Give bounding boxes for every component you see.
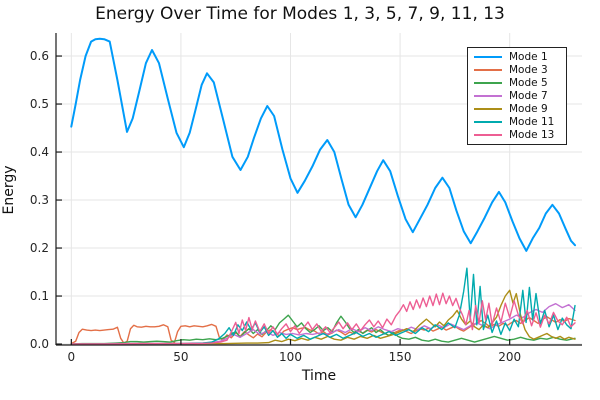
x-tick-label: 150 [389, 350, 412, 364]
x-tick-label: 0 [68, 350, 76, 364]
legend-label: Mode 3 [509, 64, 548, 77]
legend-entry-mode-1: Mode 1 [474, 51, 561, 64]
y-tick-label: 0.1 [30, 289, 49, 303]
legend-label: Mode 13 [509, 128, 555, 141]
x-tick-label: 100 [279, 350, 302, 364]
legend-entry-mode-11: Mode 11 [474, 115, 561, 128]
x-tick-label: 50 [173, 350, 188, 364]
series-line-mode-7 [70, 303, 576, 345]
legend-line-sample [474, 95, 502, 97]
y-tick-label: 0.3 [30, 193, 49, 207]
legend-entry-mode-5: Mode 5 [474, 77, 561, 90]
legend-line-sample [474, 82, 502, 85]
y-axis-label: Energy [1, 165, 17, 215]
y-tick-label: 0.4 [30, 145, 49, 159]
y-tick-label: 0.5 [30, 97, 49, 111]
legend: Mode 1 Mode 3 Mode 5 Mode 7 Mode 9 Mode 11 Mod… [467, 47, 567, 145]
series-line-mode-9 [70, 289, 576, 345]
legend-line-sample [474, 69, 502, 72]
series-line-mode-1 [70, 37, 576, 252]
series-line-mode-3 [70, 316, 576, 345]
legend-line-sample [474, 133, 502, 136]
series-line-mode-5 [70, 314, 576, 345]
chart-title: Energy Over Time for Modes 1, 3, 5, 7, 9… [95, 4, 505, 24]
legend-entry-mode-7: Mode 7 [474, 90, 561, 103]
legend-entry-mode-13: Mode 13 [474, 128, 561, 141]
legend-entry-mode-9: Mode 9 [474, 102, 561, 115]
legend-label: Mode 11 [509, 115, 555, 128]
legend-line-sample [474, 56, 502, 59]
legend-line-sample [474, 120, 502, 123]
legend-line-sample [474, 107, 502, 110]
legend-label: Mode 7 [509, 90, 548, 102]
series-line-mode-11 [70, 267, 576, 345]
y-tick-label: 0.0 [30, 337, 49, 351]
y-tick-label: 0.2 [30, 241, 49, 255]
legend-label: Mode 1 [509, 51, 548, 64]
y-tick-label: 0.6 [30, 49, 49, 63]
legend-label: Mode 5 [509, 77, 548, 90]
legend-label: Mode 9 [509, 102, 548, 115]
x-tick-label: 200 [498, 350, 521, 364]
series-line-mode-13 [70, 292, 576, 345]
legend-entry-mode-3: Mode 3 [474, 64, 561, 77]
x-axis-label: Time [301, 368, 337, 384]
